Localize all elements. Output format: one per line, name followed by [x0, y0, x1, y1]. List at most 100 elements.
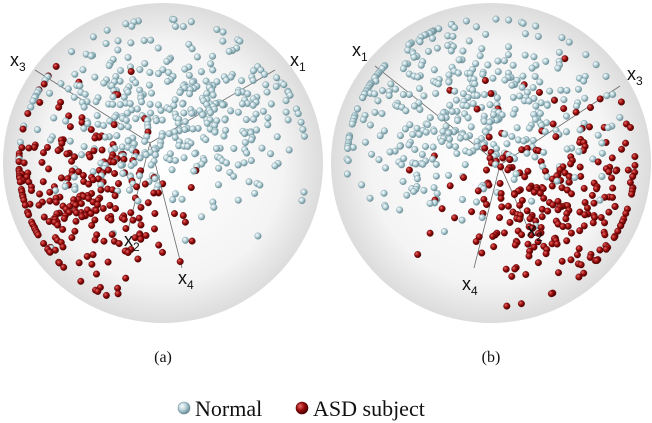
normal-point	[286, 91, 294, 99]
normal-point	[282, 108, 290, 116]
normal-point	[494, 57, 502, 65]
asd-point	[134, 255, 142, 263]
normal-point	[207, 109, 214, 117]
asd-point	[516, 201, 524, 209]
normal-point	[453, 150, 461, 157]
normal-point	[419, 160, 427, 168]
asd-point	[85, 194, 92, 202]
normal-point	[244, 90, 252, 98]
asd-point	[88, 221, 96, 229]
normal-point	[284, 116, 292, 124]
asd-point	[563, 237, 571, 245]
asd-point	[468, 208, 476, 216]
normal-point	[525, 124, 533, 132]
normal-point	[225, 47, 233, 55]
asd-point	[72, 201, 80, 209]
normal-point	[397, 132, 404, 140]
normal-point	[344, 145, 352, 152]
normal-point	[124, 123, 132, 131]
normal-point	[400, 155, 408, 163]
normal-point	[442, 122, 450, 130]
normal-point	[262, 81, 270, 89]
normal-point	[300, 188, 308, 196]
asd-point	[487, 90, 495, 98]
asd-point	[506, 156, 514, 164]
normal-point	[132, 79, 140, 87]
normal-point	[215, 164, 223, 172]
normal-point	[479, 70, 487, 78]
normal-point	[210, 203, 218, 211]
normal-point	[134, 197, 142, 205]
normal-point	[505, 43, 513, 51]
normal-point	[100, 79, 108, 87]
normal-point	[66, 137, 74, 145]
asd-point	[115, 180, 122, 188]
normal-point	[213, 26, 221, 33]
normal-point	[185, 71, 193, 79]
normal-point	[454, 117, 462, 125]
normal-point	[463, 102, 471, 110]
asd-point	[631, 161, 639, 169]
normal-point	[378, 110, 386, 118]
normal-point	[571, 174, 579, 181]
axis-label-b-3: x3	[627, 64, 643, 88]
normal-point	[78, 151, 86, 159]
normal-point	[476, 52, 484, 60]
asd-point	[558, 257, 566, 265]
normal-point	[354, 105, 361, 113]
normal-point	[124, 137, 132, 145]
normal-point	[422, 143, 429, 150]
asd-point	[104, 258, 112, 266]
asd-point	[627, 124, 634, 131]
normal-point	[176, 89, 184, 96]
normal-point	[596, 196, 604, 204]
normal-point	[368, 150, 376, 158]
normal-point	[267, 150, 275, 158]
asd-point	[518, 146, 526, 154]
asd-point	[504, 166, 512, 174]
asd-point	[499, 154, 507, 162]
asd-point	[171, 210, 178, 218]
normal-point	[267, 100, 275, 108]
normal-point	[47, 136, 55, 144]
asd-point	[21, 201, 29, 209]
normal-point	[467, 123, 475, 131]
asd-point	[405, 166, 413, 174]
normal-point	[186, 90, 194, 98]
normal-point	[581, 94, 589, 102]
normal-point	[432, 90, 440, 97]
normal-point	[406, 121, 414, 129]
normal-point	[147, 161, 155, 169]
asd-point	[497, 194, 505, 202]
normal-point	[429, 155, 436, 163]
normal-point	[392, 85, 400, 93]
normal-point	[127, 162, 135, 170]
asd-point	[87, 126, 95, 134]
normal-point	[358, 181, 366, 189]
asd-point	[490, 243, 498, 251]
axis-labels-b: x1 x2 x3 x4	[352, 40, 643, 298]
asd-point	[75, 168, 83, 176]
asd-point	[602, 245, 610, 253]
asd-point	[610, 234, 618, 242]
asd-point	[122, 274, 130, 282]
asd-point	[137, 203, 145, 211]
asd-point	[617, 222, 625, 230]
normal-point	[440, 228, 448, 236]
asd-point	[106, 201, 114, 209]
normal-point	[522, 30, 529, 38]
normal-point	[117, 67, 125, 75]
asd-point	[534, 229, 542, 237]
asd-point	[525, 185, 533, 192]
asd-point	[68, 157, 76, 165]
normal-point	[557, 86, 565, 94]
normal-point	[519, 19, 527, 27]
normal-point	[374, 97, 382, 105]
normal-point	[170, 16, 178, 24]
normal-point	[191, 150, 199, 158]
normal-point	[509, 94, 517, 101]
asd-point	[150, 189, 158, 197]
normal-point	[171, 96, 179, 104]
normal-point	[387, 80, 395, 88]
normal-point	[164, 77, 172, 85]
